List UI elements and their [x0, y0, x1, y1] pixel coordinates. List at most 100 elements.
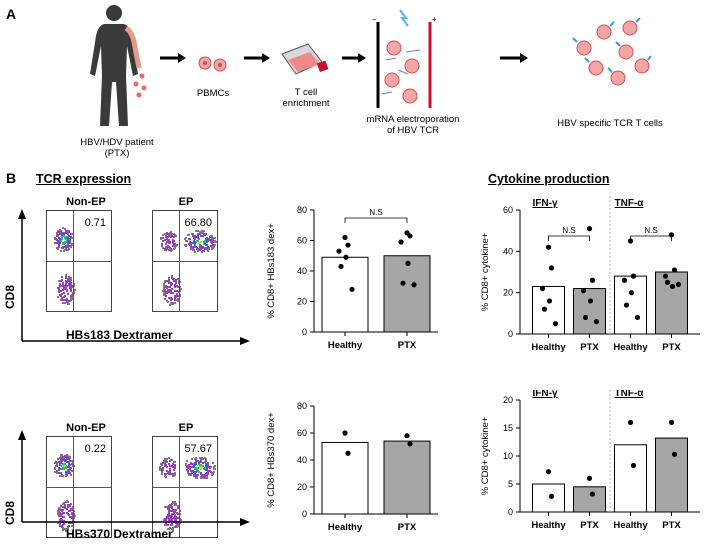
flow-event-dot: [59, 520, 62, 523]
flow-event-dot: [175, 281, 178, 284]
flow-event-dot: [169, 290, 172, 293]
flow-event-dot: [59, 290, 62, 293]
tcr-t-cells-icon: [572, 18, 652, 86]
flow-event-dot: [164, 245, 167, 248]
flow-event-dot: [204, 460, 207, 463]
flow-event-dot: [194, 473, 197, 476]
flow-event-dot: [179, 518, 182, 521]
flow-event-dot: [63, 284, 66, 287]
flow-event-dot: [200, 244, 203, 247]
flow-event-dot: [173, 279, 176, 282]
flow-event-dot: [65, 460, 68, 463]
flow-event-dot: [196, 466, 199, 469]
flow-event-dot: [163, 284, 166, 287]
flow-event-dot: [63, 242, 66, 245]
flow-event-dot: [65, 277, 68, 280]
flow-event-dot: [66, 455, 69, 458]
flow-event-dot: [202, 230, 205, 233]
y-tick-label: 0: [508, 507, 513, 517]
flow-event-dot: [73, 515, 76, 518]
flow-event-dot: [60, 458, 63, 461]
flow-event-dot: [170, 250, 172, 253]
flow-event-dot: [170, 473, 173, 476]
group-label: TNF-α: [615, 198, 645, 209]
flow-event-dot: [70, 233, 73, 236]
flow-plot-ep: 57.67: [152, 436, 218, 538]
flow-event-dot: [67, 236, 70, 239]
flow-event-dot: [163, 249, 166, 252]
flow-event-dot: [172, 460, 175, 463]
data-point: [628, 290, 635, 296]
flow-event-dot: [194, 243, 197, 246]
flow-event-dot: [175, 522, 178, 525]
flow-event-dot: [55, 472, 58, 475]
flow-event-dot: [164, 459, 167, 462]
flow-event-dot: [203, 232, 206, 235]
flow-event-dot: [166, 517, 169, 520]
flow-event-dot: [203, 239, 206, 242]
data-point: [552, 321, 559, 327]
flow-event-dot: [64, 299, 67, 302]
flow-event-dot: [177, 281, 180, 284]
flow-event-dot: [170, 523, 173, 526]
flow-event-dot: [209, 469, 212, 472]
flow-event-dot: [201, 477, 204, 480]
flow-event-dot: [168, 464, 171, 467]
flow-event-dot: [172, 529, 175, 532]
flow-event-dot: [54, 470, 57, 473]
flow-event-dot: [206, 472, 209, 475]
flow-event-dot: [170, 287, 173, 290]
flow-event-dot: [172, 239, 175, 242]
data-point: [338, 263, 344, 270]
tcell-caption-line1: T cell: [294, 87, 318, 98]
flow-event-dot: [65, 453, 68, 456]
flow-event-dot: [189, 237, 192, 240]
flow-event-dot: [177, 516, 180, 519]
flow-event-dot: [62, 299, 65, 302]
flow-event-dot: [175, 279, 178, 282]
flow-x-axis-label: HBs183 Dextramer: [66, 328, 173, 342]
flow-event-dot: [59, 464, 62, 467]
flow-event-dot: [64, 470, 67, 473]
flow-event-dot: [175, 508, 178, 511]
flow-event-dot: [195, 460, 198, 463]
flow-event-dot: [198, 230, 201, 233]
flow-event-dot: [197, 462, 200, 465]
flow-event-dot: [175, 299, 178, 302]
flow-event-dot: [188, 241, 191, 244]
flow-event-dot: [70, 276, 73, 279]
flow-event-dot: [164, 458, 167, 461]
flow-event-dot: [192, 464, 195, 467]
flow-event-dot: [159, 468, 162, 471]
flow-event-dot: [200, 468, 203, 471]
x-tick-label: Healthy: [531, 520, 566, 531]
bar: [383, 255, 431, 333]
flow-event-dot: [203, 476, 206, 479]
data-point: [621, 277, 628, 283]
flow-event-dot: [204, 238, 207, 241]
workflow-arrow-icon: [244, 53, 270, 63]
flow-event-dot: [160, 243, 163, 246]
flow-event-dot: [192, 234, 195, 237]
data-point: [589, 277, 596, 283]
flow-event-dot: [176, 507, 179, 510]
flow-event-dot: [179, 287, 182, 290]
flow-event-dot: [205, 468, 208, 471]
flow-event-dot: [66, 457, 69, 460]
flow-event-dot: [192, 236, 195, 239]
flow-event-dot: [162, 285, 165, 288]
bar: [573, 486, 606, 513]
flow-event-dot: [174, 525, 177, 528]
flow-event-dot: [163, 472, 166, 475]
flow-event-dot: [62, 227, 65, 230]
flow-event-dot: [57, 241, 60, 244]
flow-event-dot: [170, 506, 173, 509]
flow-event-dot: [166, 288, 169, 291]
flow-event-dot: [165, 475, 168, 478]
flow-event-dot: [189, 466, 192, 469]
flow-event-dot: [200, 461, 203, 464]
x-tick-label: PTX: [398, 522, 417, 533]
flow-event-dot: [70, 285, 73, 288]
flow-event-dot: [62, 528, 65, 531]
data-point: [407, 233, 413, 239]
